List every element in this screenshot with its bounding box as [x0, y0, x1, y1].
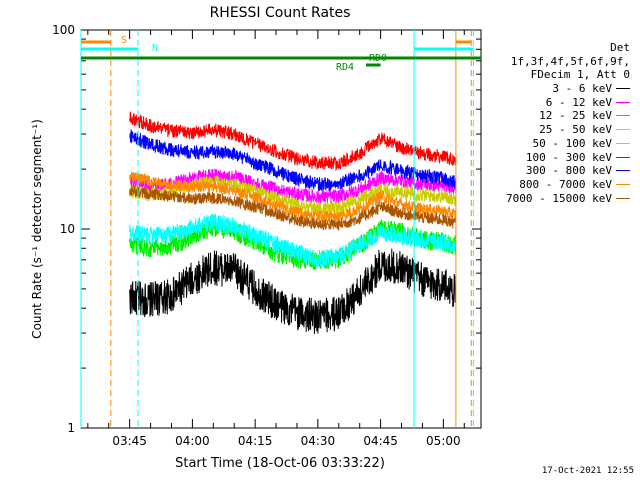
legend-item-label: 3 - 6 keV	[552, 82, 612, 96]
legend-item: 300 - 800 keV	[486, 164, 630, 178]
legend-item-label: 7000 - 15000 keV	[506, 191, 612, 205]
legend-swatch	[616, 129, 630, 131]
legend-item: 6 - 12 keV	[486, 96, 630, 110]
series-line	[129, 171, 457, 223]
legend-swatch	[616, 88, 630, 90]
legend-swatch	[616, 115, 630, 117]
flag-annotation: N	[152, 43, 158, 54]
x-tick-label: 04:00	[175, 434, 210, 448]
x-tick-label: 04:45	[363, 434, 398, 448]
legend-header-detectors: Det 1f,3f,4f,5f,6f,9f,	[510, 41, 630, 68]
flag-annotation: RD0	[369, 53, 387, 64]
legend-swatch	[616, 142, 630, 144]
legend: Det 1f,3f,4f,5f,6f,9f, FDecim 1, Att 0 3…	[486, 41, 630, 205]
legend-item: 12 - 25 keV	[486, 109, 630, 123]
legend-item-label: 6 - 12 keV	[545, 95, 612, 109]
legend-item-label: 12 - 25 keV	[539, 109, 612, 123]
x-tick-label: 04:30	[301, 434, 336, 448]
series-line	[129, 184, 457, 231]
series-line	[129, 129, 457, 192]
legend-item: 3 - 6 keV	[486, 82, 630, 96]
legend-swatch	[616, 197, 630, 199]
legend-swatch	[616, 183, 630, 185]
legend-item: 50 - 100 keV	[486, 137, 630, 151]
chart-title: RHESSI Count Rates	[210, 5, 351, 21]
flag-annotation: S	[121, 35, 127, 46]
legend-item-label: 50 - 100 keV	[532, 136, 612, 150]
legend-item-label: 300 - 800 keV	[525, 164, 612, 178]
x-tick-label: 03:45	[112, 434, 147, 448]
legend-swatch	[616, 170, 630, 172]
legend-item-label: 100 - 300 keV	[525, 150, 612, 164]
x-tick-label: 05:00	[426, 434, 461, 448]
series-line	[129, 213, 457, 268]
series-line	[129, 111, 457, 172]
series-line	[129, 217, 457, 271]
legend-item: 100 - 300 keV	[486, 151, 630, 165]
series-line	[129, 168, 457, 205]
x-axis-label: Start Time (18-Oct-06 03:33:22)	[175, 456, 385, 471]
y-tick-label: 10	[60, 222, 75, 236]
legend-item: 25 - 50 keV	[486, 123, 630, 137]
y-tick-label: 100	[52, 23, 75, 37]
legend-swatch	[616, 156, 630, 158]
legend-item: 7000 - 15000 keV	[486, 192, 630, 206]
legend-item-label: 800 - 7000 keV	[519, 177, 612, 191]
x-tick-label: 04:15	[238, 434, 273, 448]
flag-annotation: RD4	[336, 62, 354, 73]
generation-timestamp: 17-Oct-2021 12:55	[541, 466, 634, 476]
series-line	[129, 248, 457, 334]
legend-header-decimation: FDecim 1, Att 0	[530, 68, 630, 82]
legend-item-label: 25 - 50 keV	[539, 123, 612, 137]
y-tick-label: 1	[67, 421, 75, 435]
y-axis-label: Count Rate (s⁻¹ detector segment⁻¹)	[30, 119, 44, 339]
legend-item: 800 - 7000 keV	[486, 178, 630, 192]
legend-swatch	[616, 101, 630, 103]
plot-frame	[80, 29, 482, 429]
